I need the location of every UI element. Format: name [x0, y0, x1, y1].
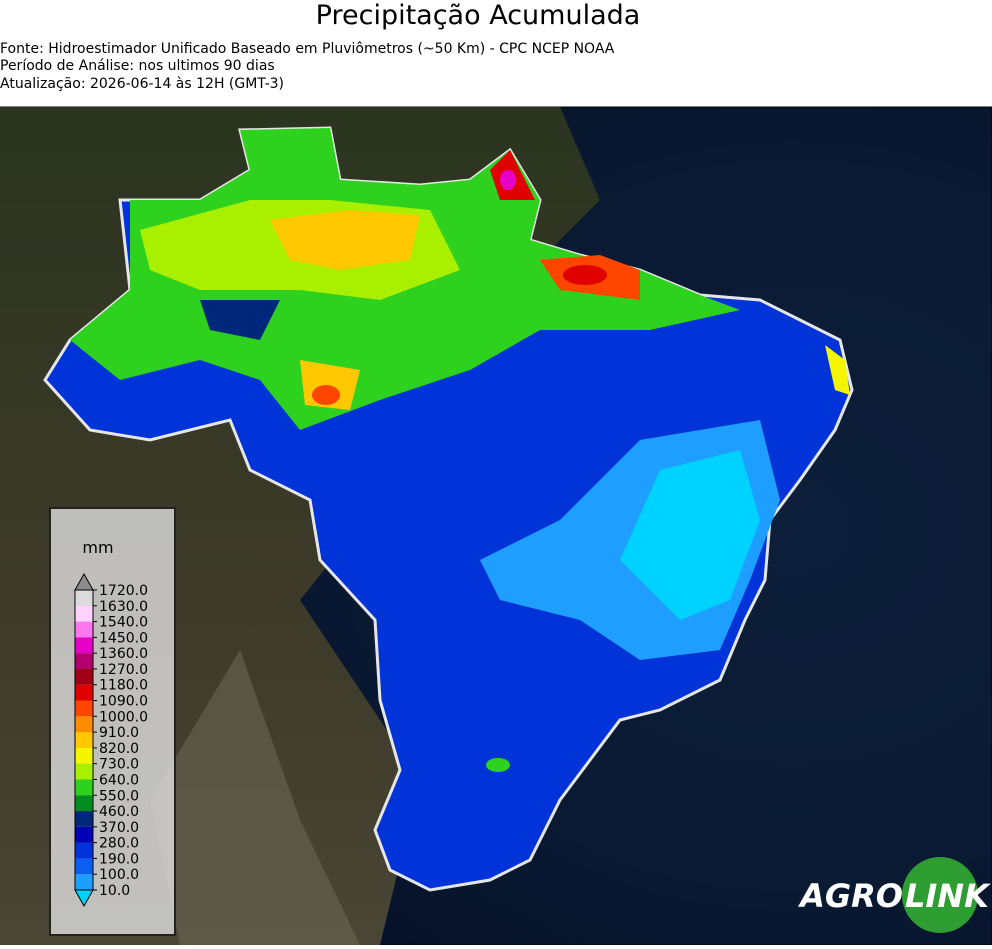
colorbar-tick-label: 100.0 [99, 867, 139, 883]
colorbar-band [75, 779, 93, 796]
colorbar-band [75, 747, 93, 764]
colorbar-band [75, 732, 93, 748]
colorbar-outline [74, 589, 94, 891]
colorbar-band [75, 826, 93, 843]
colorbar-tick-label: 370.0 [99, 820, 139, 836]
colorbar-tick-label: 1540.0 [99, 615, 148, 631]
colorbar-unit: mm [82, 538, 113, 557]
zone [620, 450, 760, 620]
colorbar-tick-label: 1630.0 [99, 599, 148, 615]
colorbar-band [75, 590, 93, 606]
colorbar-tick-label: 910.0 [99, 725, 139, 741]
colorbar-tick-label: 1000.0 [99, 709, 148, 725]
colorbar-tick-label: 1180.0 [99, 678, 148, 694]
colorbar-band [75, 874, 93, 890]
andes [150, 650, 360, 945]
colorbar-tick-label: 820.0 [99, 741, 139, 757]
colorbar-band [75, 621, 93, 638]
colorbar-tick-label: 730.0 [99, 757, 139, 773]
map: AGRO LINK [0, 106, 992, 946]
colorbar-tick-label: 460.0 [99, 804, 139, 820]
colorbar-band [75, 637, 93, 654]
subtitle-line: Período de Análise: nos ultimos 90 dias [0, 58, 275, 74]
logo-text: AGRO [797, 877, 903, 915]
colorbar-tick-label: 10.0 [99, 883, 130, 899]
title: Precipitação Acumulada [316, 0, 641, 31]
colorbar: mm 10.0100.0190.0280.0370.0460.0550.0640… [49, 507, 176, 936]
logo-text: LINK [905, 877, 991, 915]
zone [825, 345, 850, 395]
zone [486, 758, 510, 772]
colorbar-band [75, 716, 93, 733]
colorbar-band [75, 605, 93, 622]
zone [312, 385, 340, 405]
zone [200, 300, 280, 340]
colorbar-tick-label: 550.0 [99, 788, 139, 804]
colorbar-band [75, 700, 93, 717]
colorbar-tick-label: 190.0 [99, 851, 139, 867]
zone [270, 210, 420, 270]
colorbar-band [75, 795, 93, 812]
colorbar-tick-label: 1360.0 [99, 646, 148, 662]
colorbar-tick-label: 1270.0 [99, 662, 148, 678]
colorbar-band [75, 763, 93, 780]
logo: AGRO LINK [797, 857, 991, 933]
colorbar-tick-label: 640.0 [99, 772, 139, 788]
subtitle-line: Fonte: Hidroestimador Unificado Baseado … [0, 41, 615, 57]
colorbar-tick-label: 1720.0 [99, 583, 148, 599]
colorbar-band [75, 653, 93, 669]
colorbar-band [75, 858, 93, 875]
logo-circle [902, 857, 978, 933]
zone [500, 170, 516, 190]
colorbar-band [75, 811, 93, 827]
colorbar-tick-label: 280.0 [99, 836, 139, 852]
subtitle-line: Atualização: 2026-06-14 às 12H (GMT-3) [0, 76, 284, 92]
colorbar-band [75, 842, 93, 859]
colorbar-box [49, 507, 176, 936]
colorbar-tick-label: 1090.0 [99, 694, 148, 710]
colorbar-band [75, 668, 93, 685]
zone [563, 265, 607, 285]
colorbar-tick-label: 1450.0 [99, 630, 148, 646]
colorbar-band [75, 684, 93, 701]
